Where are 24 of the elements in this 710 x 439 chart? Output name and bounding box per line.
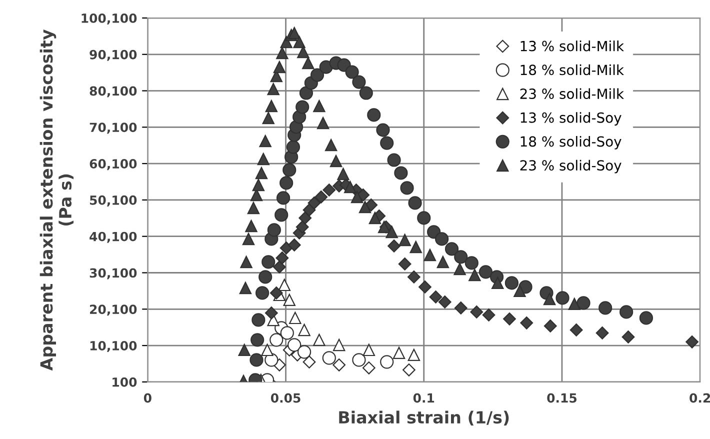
x-tick-label: 0.2 [690,393,710,403]
y-tick-label: 40,100 [90,232,137,243]
y-tick-label: 80,100 [90,86,137,98]
y-tick-label: 90,100 [90,50,137,61]
y-tick-label: 100,100 [82,13,137,25]
y-tick-label: 60,100 [90,159,137,170]
x-tick-label: 0.1 [413,393,434,403]
legend-label: 13 % solid-Milk [520,40,624,52]
y-tick-label: 10,100 [90,341,137,352]
y-tick-label: 70,100 [90,122,137,134]
x-tick-label: 0.05 [270,393,300,403]
legend-label: 18 % solid-Milk [520,64,624,76]
legend-label: 13 % solid-Soy [520,112,622,126]
y-tick-label: 20,100 [90,304,137,316]
legend-label: 23 % solid-Milk [520,88,624,100]
x-axis-title: Biaxial strain (1/s) [339,410,509,426]
y-tick-label: 100 [112,377,137,387]
legend-label: 18 % solid-Soy [520,136,622,150]
y-tick-label: 30,100 [90,268,137,280]
legend-label: 23 % solid-Soy [520,160,622,174]
x-tick-label: 0 [144,393,152,403]
y-tick-label: 50,100 [90,195,137,206]
x-tick-label: 0.15 [547,393,577,403]
y-axis-title: Apparent biaxial extension viscosity (Pa s) [40,30,74,371]
